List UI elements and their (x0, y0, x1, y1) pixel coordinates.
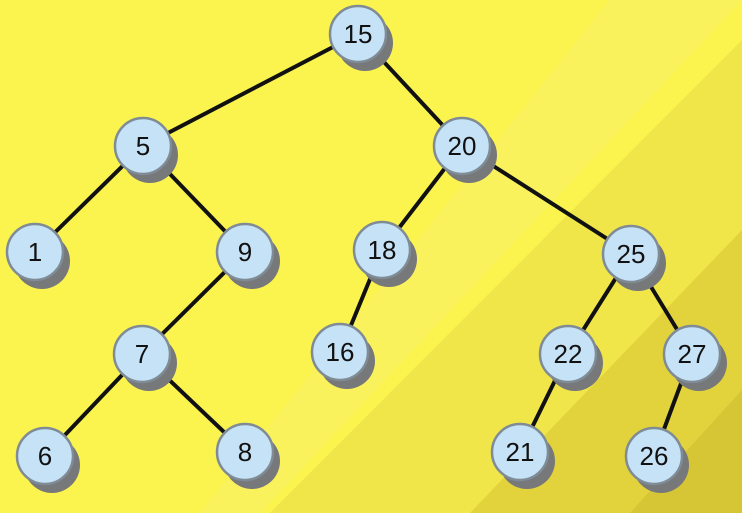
node-circle (538, 324, 598, 384)
node-label: 15 (344, 19, 373, 49)
tree-node-1: 1 (5, 222, 70, 289)
node-circle (310, 322, 370, 382)
node-label: 22 (554, 339, 583, 369)
tree-node-27: 27 (662, 324, 727, 391)
node-label: 18 (368, 235, 397, 265)
node-label: 8 (238, 437, 252, 467)
node-circle (352, 220, 412, 280)
tree-node-9: 9 (215, 222, 280, 289)
node-label: 20 (448, 131, 477, 161)
node-circle (432, 116, 492, 176)
node-label: 26 (640, 441, 669, 471)
node-circle (215, 422, 275, 482)
tree-node-8: 8 (215, 422, 280, 489)
edge-n15-n5 (142, 32, 359, 148)
tree-node-25: 25 (601, 224, 666, 291)
node-circle (662, 324, 722, 384)
node-label: 9 (238, 237, 252, 267)
tree-node-18: 18 (352, 220, 417, 287)
node-circle (215, 222, 275, 282)
node-circle (113, 116, 173, 176)
tree-node-6: 6 (15, 426, 80, 493)
node-label: 6 (38, 441, 52, 471)
tree-node-22: 22 (538, 324, 603, 391)
node-circle (5, 222, 65, 282)
tree-node-21: 21 (490, 422, 555, 489)
node-label: 5 (136, 131, 150, 161)
tree-node-20: 20 (432, 116, 497, 183)
node-circle (490, 422, 550, 482)
tree-node-16: 16 (310, 322, 375, 389)
tree-node-26: 26 (624, 426, 689, 493)
node-label: 25 (617, 239, 646, 269)
node-label: 1 (28, 237, 42, 267)
node-circle (601, 224, 661, 284)
tree-node-15: 15 (328, 4, 393, 71)
node-label: 21 (506, 437, 535, 467)
node-label: 27 (678, 339, 707, 369)
node-circle (15, 426, 75, 486)
tree-node-7: 7 (112, 324, 177, 391)
node-label: 16 (326, 337, 355, 367)
tree-node-5: 5 (113, 116, 178, 183)
node-label: 7 (135, 339, 149, 369)
node-circle (112, 324, 172, 384)
node-circle (624, 426, 684, 486)
node-circle (328, 4, 388, 64)
node-layer: 155 201 9 18 257 16 22 276 8 21 26 (5, 4, 727, 493)
